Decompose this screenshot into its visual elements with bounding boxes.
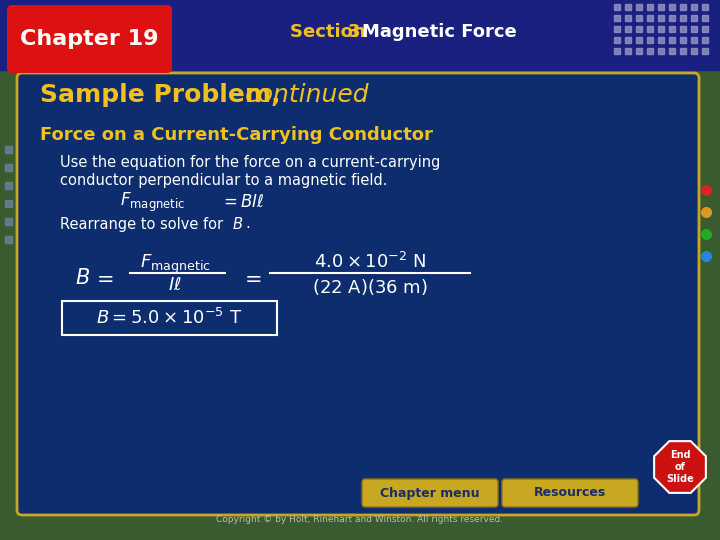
Bar xyxy=(669,37,675,43)
Bar xyxy=(5,164,12,171)
Bar xyxy=(625,26,631,32)
Bar xyxy=(614,48,620,54)
Text: $F_{\mathrm{magnetic}}$: $F_{\mathrm{magnetic}}$ xyxy=(120,191,185,214)
Bar xyxy=(669,4,675,10)
Bar xyxy=(702,4,708,10)
FancyBboxPatch shape xyxy=(17,73,699,515)
Text: $4.0\times10^{-2}\ \mathrm{N}$: $4.0\times10^{-2}\ \mathrm{N}$ xyxy=(314,252,426,272)
Bar xyxy=(636,37,642,43)
Polygon shape xyxy=(654,441,706,493)
Bar xyxy=(5,146,12,153)
Text: Section: Section xyxy=(290,23,372,41)
Bar xyxy=(647,4,653,10)
FancyBboxPatch shape xyxy=(7,5,172,73)
Bar xyxy=(680,15,686,21)
Text: $B$: $B$ xyxy=(232,216,243,232)
Text: Sample Problem,: Sample Problem, xyxy=(40,83,281,107)
Text: Chapter 19: Chapter 19 xyxy=(19,29,158,49)
Bar xyxy=(614,26,620,32)
Bar xyxy=(647,15,653,21)
Text: Use the equation for the force on a current-carrying: Use the equation for the force on a curr… xyxy=(60,154,441,170)
Bar xyxy=(691,37,697,43)
Bar xyxy=(702,48,708,54)
Bar xyxy=(647,37,653,43)
FancyBboxPatch shape xyxy=(502,479,638,507)
Bar xyxy=(702,26,708,32)
Text: 3: 3 xyxy=(348,23,361,41)
FancyBboxPatch shape xyxy=(362,479,498,507)
Bar xyxy=(62,301,277,335)
Text: Rearrange to solve for: Rearrange to solve for xyxy=(60,217,228,232)
Text: $F_{\mathrm{magnetic}}$: $F_{\mathrm{magnetic}}$ xyxy=(140,252,210,275)
Bar xyxy=(680,4,686,10)
Bar xyxy=(0,0,720,70)
Text: Magnetic Force: Magnetic Force xyxy=(362,23,517,41)
Bar xyxy=(680,48,686,54)
Bar xyxy=(702,37,708,43)
Text: $B = 5.0\times10^{-5}\ \mathrm{T}$: $B = 5.0\times10^{-5}\ \mathrm{T}$ xyxy=(96,308,242,328)
Bar xyxy=(636,48,642,54)
Bar xyxy=(658,48,664,54)
Text: Resources: Resources xyxy=(534,487,606,500)
Bar xyxy=(5,200,12,207)
Bar xyxy=(5,218,12,225)
Text: $=$: $=$ xyxy=(240,268,261,288)
Bar xyxy=(658,4,664,10)
Bar xyxy=(669,15,675,21)
Bar xyxy=(691,26,697,32)
Bar xyxy=(658,15,664,21)
Text: conductor perpendicular to a magnetic field.: conductor perpendicular to a magnetic fi… xyxy=(60,172,387,187)
Text: $I\ell$: $I\ell$ xyxy=(168,276,182,294)
Text: End
of
Slide: End of Slide xyxy=(666,450,694,484)
Bar xyxy=(658,26,664,32)
Bar xyxy=(680,37,686,43)
Bar xyxy=(636,15,642,21)
Bar xyxy=(614,15,620,21)
Bar xyxy=(658,37,664,43)
Text: Chapter menu: Chapter menu xyxy=(380,487,480,500)
Bar xyxy=(691,4,697,10)
Text: $(22\ \mathrm{A})(36\ \mathrm{m})$: $(22\ \mathrm{A})(36\ \mathrm{m})$ xyxy=(312,277,428,297)
Bar xyxy=(625,15,631,21)
Bar xyxy=(691,15,697,21)
Bar xyxy=(669,48,675,54)
Bar xyxy=(5,236,12,243)
Text: Copyright © by Holt, Rinehart and Winston. All rights reserved.: Copyright © by Holt, Rinehart and Winsto… xyxy=(217,516,503,524)
Text: $B$: $B$ xyxy=(75,268,90,288)
Text: .: . xyxy=(245,217,250,232)
Text: $=$: $=$ xyxy=(92,268,114,288)
Text: $= BI\ell$: $= BI\ell$ xyxy=(220,193,265,211)
Bar xyxy=(625,48,631,54)
Bar xyxy=(702,15,708,21)
Bar xyxy=(625,37,631,43)
Bar xyxy=(669,26,675,32)
Text: Force on a Current-Carrying Conductor: Force on a Current-Carrying Conductor xyxy=(40,126,433,144)
Bar xyxy=(647,26,653,32)
Bar xyxy=(614,4,620,10)
Bar xyxy=(691,48,697,54)
Bar xyxy=(614,37,620,43)
Bar xyxy=(647,48,653,54)
Bar xyxy=(625,4,631,10)
Text: continued: continued xyxy=(245,83,369,107)
Bar xyxy=(636,26,642,32)
Bar xyxy=(680,26,686,32)
Bar xyxy=(636,4,642,10)
Bar xyxy=(5,182,12,189)
